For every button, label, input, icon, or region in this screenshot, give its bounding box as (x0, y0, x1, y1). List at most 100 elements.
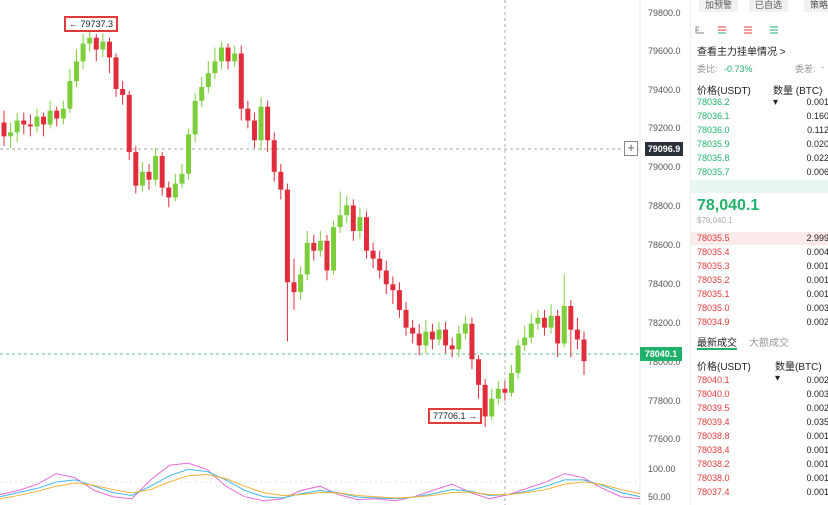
bid-row-qty: 0.001 (806, 261, 828, 271)
bid-row-qty: 2.999 (806, 233, 828, 243)
bid-row-price: 78034.9 (697, 317, 730, 327)
candle-body (133, 152, 139, 186)
trade-row-qty: 0.001 (806, 473, 828, 483)
candle-body (100, 41, 106, 50)
depth-asks-icon[interactable] (743, 26, 753, 35)
ask-row-qty: 0.112 (807, 125, 828, 135)
ask-row[interactable]: 78036.1 0.160 (697, 110, 828, 123)
candlestick-chart[interactable]: 79800.0 79600.0 79400.0 79200.0 79000.0 78800… (0, 0, 690, 505)
bid-row-price: 78035.2 (697, 275, 730, 285)
candle-body (561, 305, 567, 344)
depth-both-icon[interactable] (695, 26, 705, 35)
diff-value: - (821, 62, 824, 72)
tab-large-trades[interactable]: 大额成交 (749, 338, 789, 349)
candle-body (8, 132, 14, 137)
candle-body (159, 156, 165, 188)
candle-body (219, 47, 224, 62)
add-alert-plus-icon[interactable]: + (624, 141, 638, 156)
trade-row-qty: 0.001 (806, 431, 828, 441)
candle-body (429, 331, 435, 340)
candle-body (364, 217, 369, 251)
bid-row[interactable]: 78035.2 0.001 (697, 274, 828, 287)
depth-bids-icon[interactable] (769, 26, 779, 35)
candle-body (331, 227, 337, 271)
favorited-button[interactable]: 已自选 (749, 0, 789, 12)
ask-row-price: 78036.1 (697, 111, 730, 121)
trade-row[interactable]: 78038.8 0.001 (697, 430, 828, 443)
bid-row[interactable]: 78035.0 0.003 (697, 302, 828, 315)
candle-body (489, 398, 495, 417)
trade-row[interactable]: 78039.5 0.002 (697, 402, 828, 415)
ask-row-qty: 0.020 (806, 139, 828, 149)
trade-row-price: 78039.4 (697, 417, 730, 427)
candle-body (232, 53, 238, 62)
candle-body (192, 100, 198, 135)
candle-body (383, 270, 389, 285)
add-alert-button[interactable]: 加预警 (699, 0, 739, 12)
candle-body (113, 57, 119, 89)
ask-row[interactable]: 78035.8 0.022 (697, 152, 828, 165)
bid-row[interactable]: 78035.3 0.001 (697, 260, 828, 273)
price-axis-tick: 78400.0 (648, 279, 681, 289)
price-axis-tick: 77600.0 (648, 434, 681, 444)
chart-canvas[interactable] (0, 0, 690, 505)
trade-row-qty: 0.003 (806, 389, 828, 399)
candle-body (541, 317, 547, 328)
ask-row-price: 78035.7 (697, 167, 730, 177)
trade-row[interactable]: 78038.0 0.001 (697, 472, 828, 485)
bid-row[interactable]: 78035.1 0.001 (697, 288, 828, 301)
candle-body (80, 43, 86, 62)
strategy-button[interactable]: 策略 (804, 0, 828, 12)
book-header-qty[interactable]: 数量 (BTC) ▾ (773, 86, 823, 108)
trade-row[interactable]: 78038.4 0.001 (697, 444, 828, 457)
ask-row[interactable]: 78035.7 0.006 (697, 166, 828, 179)
ratio-row: 委比: -0.73% 委差: - (697, 62, 828, 74)
trade-row[interactable]: 78039.4 0.035 (697, 416, 828, 429)
candle-body (139, 171, 145, 186)
candle-body (298, 274, 304, 293)
bid-row[interactable]: 78035.4 0.004 (697, 246, 828, 259)
ask-row-price: 78036.2 (697, 97, 730, 107)
price-axis-tick: 79400.0 (648, 85, 681, 95)
candle-body (390, 284, 396, 291)
trade-row-price: 78038.0 (697, 473, 730, 483)
candle-body (186, 134, 192, 174)
trade-row-price: 78040.0 (697, 389, 730, 399)
candle-body (87, 37, 93, 44)
depth-mixed-icon[interactable] (717, 26, 727, 35)
tab-latest-trades[interactable]: 最新成交 (697, 338, 737, 349)
trades-header-qty[interactable]: 数量(BTC) ▾ (775, 362, 822, 384)
trade-row[interactable]: 78040.0 0.003 (697, 388, 828, 401)
price-axis-tick: 77800.0 (648, 396, 681, 406)
candle-body (476, 359, 482, 385)
candle-body (153, 156, 159, 180)
price-axis-tick: 79200.0 (648, 123, 681, 133)
ask-row[interactable]: 78036.2 0.001 (697, 96, 828, 109)
price-axis-tick: 78800.0 (648, 201, 681, 211)
trade-row-price: 78039.5 (697, 403, 730, 413)
trade-row[interactable]: 78038.2 0.001 (697, 458, 828, 471)
trade-row-qty: 0.002 (806, 375, 828, 385)
depth-title-link[interactable]: 查看主力挂单情况 > (697, 47, 786, 58)
candle-body (456, 333, 462, 350)
trades-tabs: 最新成交 大额成交 (697, 334, 828, 350)
trade-row[interactable]: 78040.1 0.002 (697, 374, 828, 387)
price-axis-tick: 78200.0 (648, 318, 681, 328)
candle-body (495, 388, 501, 399)
candle-body (146, 171, 152, 180)
candle-body (258, 106, 264, 141)
candle-body (515, 345, 521, 374)
candle-body (47, 110, 53, 125)
candle-body (443, 329, 449, 346)
ask-row[interactable]: 78035.9 0.020 (697, 138, 828, 151)
bid-row-price: 78035.3 (697, 261, 730, 271)
ask-row-qty: 0.001 (806, 97, 828, 107)
bid-row[interactable]: 78035.5 2.999 (697, 232, 828, 245)
trade-row[interactable]: 78037.4 0.001 (697, 486, 828, 499)
ask-row[interactable]: 78036.0 0.112 (697, 124, 828, 137)
bid-row[interactable]: 78034.9 0.002 (697, 316, 828, 329)
candle-body (324, 240, 330, 271)
diff-label: 委差: (795, 64, 816, 74)
indicator-j-line (0, 473, 641, 500)
ask-row-price: 78035.9 (697, 139, 730, 149)
